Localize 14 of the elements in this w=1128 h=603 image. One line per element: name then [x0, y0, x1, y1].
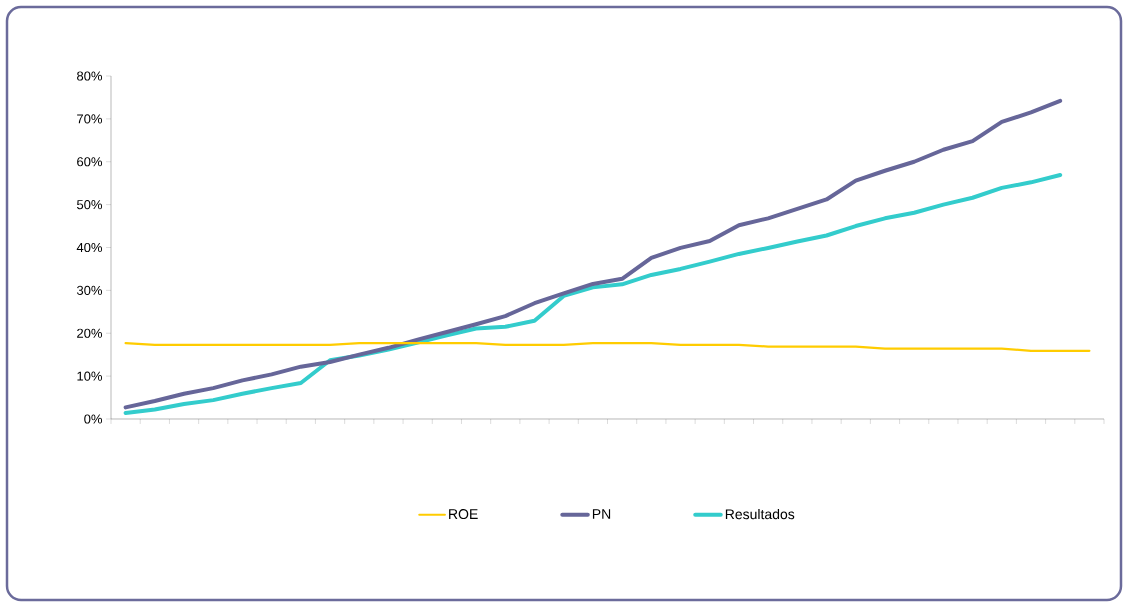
line-series [123, 173, 1063, 415]
y-tick-label: 70% [77, 114, 103, 124]
legend-label: ROE [449, 509, 478, 520]
y-tick-label: 40% [76, 242, 103, 253]
y-tick-label: 20% [77, 328, 103, 338]
y-tick-label: 60% [77, 157, 103, 167]
line-series [123, 98, 1063, 410]
legend-label: Resultados [725, 508, 795, 520]
y-tick-label: 30% [76, 285, 103, 295]
y-tick-label: 50% [76, 200, 103, 210]
y-tick-label: 80% [77, 71, 103, 81]
y-tick-label: 10% [77, 371, 103, 381]
legend-label: PN [592, 509, 611, 519]
y-tick-label: 0% [84, 414, 103, 424]
